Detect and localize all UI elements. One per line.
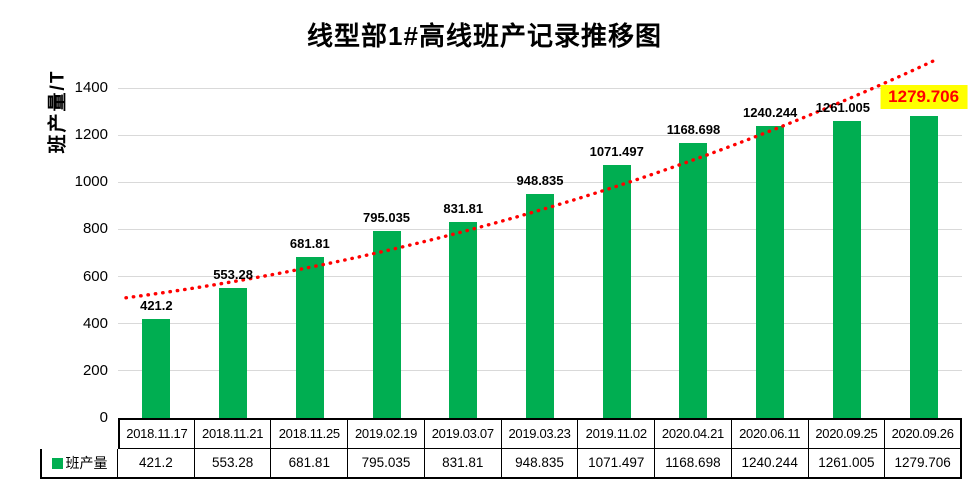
bar-2019.03.23 bbox=[526, 194, 554, 418]
bar-2019.11.02 bbox=[602, 165, 631, 418]
bar-2018.11.25 bbox=[295, 257, 324, 418]
table-value-cell: 1261.005 bbox=[808, 449, 886, 479]
bar-2019.03.07 bbox=[449, 221, 478, 418]
chart-title: 线型部1#高线班产记录推移图 bbox=[307, 21, 662, 51]
table-date-cell: 2020.06.11 bbox=[731, 418, 809, 449]
data-label: 553.28 bbox=[213, 266, 253, 282]
y-tick-label: 800 bbox=[82, 220, 108, 238]
legend-swatch-icon bbox=[51, 457, 63, 469]
table-date-cell: 2019.03.07 bbox=[424, 418, 502, 449]
table-value-cell: 1240.244 bbox=[731, 449, 809, 479]
legend-cell: 班产量 bbox=[40, 449, 118, 479]
table-date-cell: 2018.11.17 bbox=[118, 418, 195, 449]
data-label: 681.81 bbox=[289, 236, 330, 252]
table-corner-spacer bbox=[40, 418, 118, 446]
table-date-cell: 2019.11.02 bbox=[578, 418, 656, 449]
data-label: 831.81 bbox=[443, 200, 484, 216]
bar-2020.06.11 bbox=[756, 125, 785, 418]
table-value-cell: 553.28 bbox=[194, 449, 272, 479]
data-label: 1240.244 bbox=[743, 104, 798, 120]
bar-2018.11.17 bbox=[142, 318, 171, 418]
y-axis-title: 班产量/T bbox=[47, 69, 69, 154]
plot-area: 421.2 553.28 681.81 795.035 831.81 948.835 107… bbox=[118, 55, 968, 418]
data-label: 795.035 bbox=[363, 209, 411, 225]
bar-2020.04.21 bbox=[679, 142, 708, 418]
y-tick-label: 1400 bbox=[74, 79, 108, 96]
gridline bbox=[118, 87, 962, 89]
bar-2019.02.19 bbox=[372, 230, 401, 418]
data-label: 1261.005 bbox=[815, 99, 871, 115]
table-date-cell: 2020.09.25 bbox=[808, 418, 886, 449]
table-date-cell: 2019.02.19 bbox=[348, 418, 425, 449]
table-value-cell: 1071.497 bbox=[578, 449, 656, 479]
data-label: 948.835 bbox=[516, 173, 564, 189]
bar-2018.11.21 bbox=[219, 287, 248, 418]
y-tick-label: 1000 bbox=[74, 173, 108, 191]
y-tick-label: 400 bbox=[82, 314, 108, 332]
table-date-cell: 2019.03.23 bbox=[501, 418, 579, 449]
data-table: 2018.11.17 2018.11.21 2018.11.25 2019.02.19… bbox=[40, 418, 962, 479]
data-label-highlighted: 1279.706 bbox=[880, 85, 968, 110]
y-tick-label: 0 bbox=[99, 409, 108, 426]
table-date-cell: 2018.11.25 bbox=[271, 418, 349, 449]
y-tick-label: 600 bbox=[82, 267, 108, 285]
legend-label: 班产量 bbox=[65, 455, 108, 471]
table-value-cell: 421.2 bbox=[118, 449, 195, 479]
table-date-cell: 2020.09.26 bbox=[885, 418, 962, 449]
table-date-cell: 2020.04.21 bbox=[655, 418, 732, 449]
table-value-cell: 795.035 bbox=[348, 449, 425, 479]
data-label: 1168.698 bbox=[666, 121, 721, 137]
table-value-cell: 948.835 bbox=[501, 449, 579, 479]
y-tick-label: 200 bbox=[82, 361, 108, 379]
y-tick-label: 1200 bbox=[74, 126, 108, 144]
table-date-cell: 2018.11.21 bbox=[194, 418, 272, 449]
bar-2020.09.25 bbox=[832, 120, 861, 418]
table-value-cell: 831.81 bbox=[424, 449, 502, 479]
data-label: 421.2 bbox=[140, 297, 173, 313]
bar-2020.09.26 bbox=[909, 116, 938, 418]
table-value-cell: 1279.706 bbox=[885, 449, 962, 479]
table-value-cell: 1168.698 bbox=[655, 449, 732, 479]
table-value-cell: 681.81 bbox=[271, 449, 349, 479]
data-label: 1071.497 bbox=[589, 144, 644, 160]
